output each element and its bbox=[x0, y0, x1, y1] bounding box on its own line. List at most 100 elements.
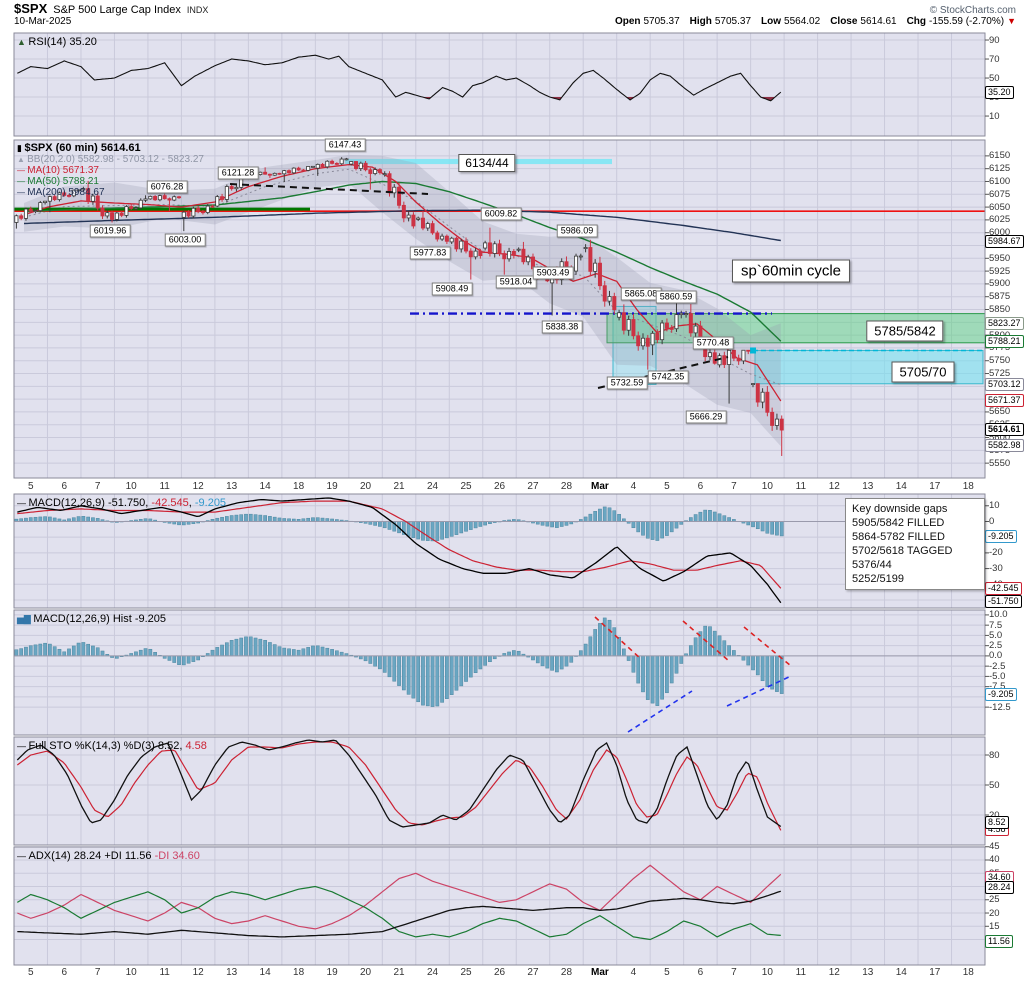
high-label: High bbox=[689, 16, 712, 27]
x-axis-label: 17 bbox=[929, 481, 941, 492]
price-axis-tick: 5900 bbox=[989, 278, 1011, 290]
x-axis-label: 20 bbox=[360, 481, 372, 492]
ma50-line bbox=[23, 180, 782, 342]
x-axis-label: 7 bbox=[94, 967, 101, 978]
price-label-callout: 5977.83 bbox=[409, 246, 451, 260]
macd-axis-tick: 10 bbox=[989, 500, 1000, 512]
panel-legend-8: — Full STO %K(14,3) %D(3) 8.52, 4.58 bbox=[17, 740, 207, 752]
x-axis-label: 18 bbox=[293, 481, 305, 492]
key-gaps-line: Key downside gaps bbox=[852, 503, 948, 515]
x-axis-label: 11 bbox=[159, 481, 170, 492]
x-axis-label: 6 bbox=[697, 481, 704, 492]
legend-text: MA(10) 5671.37 bbox=[27, 165, 99, 176]
axis-value-box: -42.545 bbox=[985, 581, 1022, 595]
x-axis-label: 27 bbox=[527, 967, 539, 978]
copyright: © StockCharts.com bbox=[929, 5, 1016, 16]
x-axis-label: 28 bbox=[560, 481, 573, 492]
axis-value-box: 5671.37 bbox=[985, 393, 1024, 407]
price-axis-tick: 6075 bbox=[989, 188, 1011, 200]
hist-icon: ▅▇ bbox=[17, 614, 34, 624]
annotation-box: sp`60min cycle bbox=[731, 259, 851, 283]
x-axis-label: 13 bbox=[226, 481, 238, 492]
panel-legend-0: ▲ RSI(14) 35.20 bbox=[17, 36, 97, 48]
key-gaps-line: 5864-5782 FILLED bbox=[852, 531, 945, 543]
adx-axis-tick: 25 bbox=[989, 894, 1000, 906]
hist-panel-border bbox=[13, 609, 986, 736]
legend-text: -9.205 bbox=[194, 497, 227, 509]
price-axis-tick: 5725 bbox=[989, 368, 1011, 380]
hist-axis-tick: 0.0 bbox=[989, 650, 1003, 662]
x-axis-label: 18 bbox=[962, 967, 974, 978]
hist-axis-tick: -5.0 bbox=[989, 670, 1006, 682]
price-label-callout: 5908.49 bbox=[431, 282, 473, 296]
close-value: 5614.61 bbox=[860, 16, 897, 27]
hist-blue-trend-0 bbox=[627, 690, 693, 733]
sto-axis-tick: 20 bbox=[989, 810, 1000, 821]
panel-legend-9: — ADX(14) 28.24 +DI 11.56 -DI 34.60 bbox=[17, 850, 200, 862]
hist-axis-tick: 10.0 bbox=[989, 609, 1008, 621]
axis-value-box: 5823.27 bbox=[985, 316, 1024, 330]
x-axis-label: 24 bbox=[426, 967, 439, 978]
key-gaps-line: 5376/44 bbox=[852, 559, 892, 571]
macd-panel-border bbox=[13, 493, 986, 609]
x-axis-label: 6 bbox=[697, 967, 704, 978]
panel-legend-3: — MA(10) 5671.37 bbox=[17, 165, 99, 176]
key-gaps-line: 5252/5199 bbox=[852, 573, 904, 585]
hist-red-trend-2 bbox=[743, 626, 792, 667]
x-axis-label: Mar bbox=[591, 967, 609, 978]
price-axis-tick: 6100 bbox=[989, 175, 1011, 187]
x-axis-label: 21 bbox=[393, 481, 405, 492]
legend-text: MACD(12,26,9) -51.750 bbox=[28, 497, 146, 509]
low-value: 5564.02 bbox=[784, 16, 821, 27]
key-gaps-line: 5702/5618 TAGGED bbox=[852, 545, 953, 557]
legend-text: , bbox=[179, 740, 186, 752]
x-axis-label: 27 bbox=[527, 481, 539, 492]
price-axis-tick: 6000 bbox=[989, 227, 1011, 239]
low-label: Low bbox=[761, 16, 782, 27]
price-axis-tick: 5600 bbox=[989, 432, 1011, 444]
chg-down-icon: ▼ bbox=[1007, 16, 1016, 26]
hist-panel-bg bbox=[14, 610, 985, 735]
price-axis-tick: 6125 bbox=[989, 163, 1011, 175]
macd-axis-tick: -20 bbox=[989, 547, 1003, 559]
price-axis-tick: 6050 bbox=[989, 201, 1011, 213]
legend-text: , bbox=[145, 497, 152, 509]
panel-legend-1: ▮ $SPX (60 min) 5614.61 bbox=[17, 142, 141, 154]
macd-panel-bg bbox=[14, 494, 985, 608]
x-axis-label: 18 bbox=[962, 481, 974, 492]
x-axis-label: 10 bbox=[761, 481, 773, 492]
panel-legend-6: — MACD(12,26,9) -51.750, -42.545, -9.205 bbox=[17, 497, 226, 509]
x-axis-label: 13 bbox=[862, 481, 874, 492]
x-axis-label: 5 bbox=[27, 967, 34, 978]
hist-red-trend-1 bbox=[682, 620, 730, 662]
macd-line bbox=[17, 497, 782, 604]
key-gaps-note: Key downside gaps 5905/5842 FILLED 5864-57… bbox=[845, 498, 985, 590]
rsi-axis-tick: 90 bbox=[989, 34, 1000, 46]
x-axis-label: 12 bbox=[192, 967, 204, 978]
legend-text: Full STO %K(14,3) %D(3) 8.52 bbox=[28, 740, 180, 752]
x-axis-label: 26 bbox=[493, 967, 506, 978]
panel-legend-4: — MA(50) 5788.21 bbox=[17, 176, 99, 187]
plus-di-line bbox=[16, 885, 781, 941]
axis-value-box: 28.24 bbox=[985, 880, 1014, 894]
hist-axis-tick: 2.5 bbox=[989, 640, 1003, 652]
price-label-callout: 5742.35 bbox=[647, 370, 689, 384]
candle-icon: ▮ bbox=[17, 143, 25, 153]
price-label-callout: 5918.04 bbox=[495, 275, 537, 289]
x-axis-label: 7 bbox=[731, 481, 737, 492]
price-label-callout: 6019.96 bbox=[89, 224, 131, 238]
rsi-panel-border bbox=[13, 32, 986, 137]
axis-value-box: 5703.12 bbox=[985, 377, 1024, 391]
trendline-0 bbox=[229, 183, 429, 195]
price-label-callout: 6003.00 bbox=[164, 233, 206, 247]
adx-panel-bg bbox=[14, 847, 985, 965]
adx-axis-tick: 40 bbox=[989, 854, 1000, 866]
legend-text: MA(50) 5788.21 bbox=[27, 176, 99, 187]
hist-axis-tick: -12.5 bbox=[989, 701, 1011, 713]
x-axis-label: 25 bbox=[460, 967, 472, 978]
panel-legend-7: ▅▇ MACD(12,26,9) Hist -9.205 bbox=[17, 613, 166, 625]
price-axis-tick: 6150 bbox=[989, 150, 1011, 162]
x-axis-label: 18 bbox=[293, 967, 305, 978]
close-label: Close bbox=[830, 16, 858, 27]
